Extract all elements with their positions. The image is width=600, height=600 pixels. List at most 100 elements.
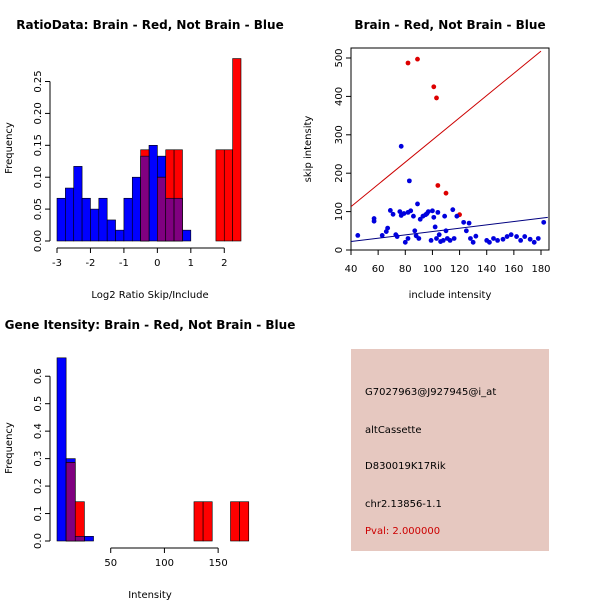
scatter-point-notbrain-23 (416, 236, 422, 241)
ratio-bar-red-6 (232, 58, 242, 242)
scatter-fit-line-0 (351, 50, 542, 207)
gene-intensity-histogram: Gene Itensity: Brain - Red, Not Brain - … (4, 318, 295, 600)
ratio-bar-blue-15 (182, 229, 192, 242)
ratio-xtick-label-0: -3 (52, 258, 62, 269)
scatter-point-notbrain-18 (408, 208, 414, 214)
ratio-bar-blue-5 (98, 197, 108, 242)
scatter-point-notbrain-14 (402, 239, 408, 245)
ratio-bar-blue-8 (123, 197, 133, 242)
intensity-scatter-points (355, 56, 547, 245)
chromosome-location: chr2.13856-1.1 (365, 499, 442, 510)
intensity-scatter-lines (351, 50, 548, 243)
scatter-point-notbrain-43 (451, 236, 457, 241)
scatter-point-brain-3 (434, 95, 439, 101)
scatter-ytick-label-2: 200 (334, 164, 345, 183)
scatter-ytick-label-3: 300 (334, 125, 345, 144)
scatter-point-notbrain-61 (527, 236, 533, 242)
ratio-histogram-title: RatioData: Brain - Red, Not Brain - Blue (16, 18, 283, 32)
gene-overlap-bar-0 (65, 462, 76, 542)
intensity-scatter-title: Brain - Red, Not Brain - Blue (354, 18, 545, 32)
gene-ytick-label-6: 0.6 (33, 368, 44, 384)
scatter-point-notbrain-17 (406, 178, 412, 184)
scatter-fit-line-1 (351, 216, 548, 243)
scatter-point-notbrain-10 (397, 209, 403, 215)
gene-xtick-label-1: 100 (155, 558, 174, 569)
ratio-overlap-bar-1 (157, 176, 167, 242)
gene-bar-red-5 (239, 501, 250, 542)
scatter-xtick-label-5: 140 (477, 264, 496, 275)
ratio-ytick-label-0: 0.00 (33, 230, 44, 252)
scatter-point-notbrain-9 (394, 234, 400, 239)
ratio-bar-blue-11 (148, 145, 158, 242)
gene-bar-red-4 (230, 501, 240, 542)
scatter-ytick-label-0: 0 (334, 247, 345, 253)
scatter-point-notbrain-39 (443, 228, 449, 234)
gene-ytick-label-5: 0.5 (33, 396, 44, 412)
ratio-bar-blue-2 (73, 166, 83, 242)
ratio-overlap-bar-0 (140, 155, 150, 242)
scatter-point-notbrain-20 (412, 228, 418, 234)
scatter-point-notbrain-42 (450, 207, 456, 213)
gene-ytick-label-1: 0.1 (33, 506, 44, 522)
ratio-ytick-label-5: 0.25 (33, 70, 44, 92)
scatter-point-notbrain-33 (434, 236, 439, 241)
ratio-bar-blue-9 (131, 176, 141, 242)
scatter-point-notbrain-3 (379, 233, 385, 238)
scatter-point-notbrain-35 (436, 232, 442, 238)
ratio-ytick-label-2: 0.10 (33, 166, 44, 188)
gene-ytick-label-4: 0.4 (33, 423, 44, 439)
intensity-scatter-xlabel: include intensity (409, 290, 492, 301)
ratio-ytick-label-1: 0.05 (33, 198, 44, 220)
probe-id: G7027963@J927945@i_at (365, 387, 497, 398)
scatter-point-notbrain-19 (411, 213, 416, 219)
gene-intensity-xlabel: Intensity (128, 590, 172, 600)
ratio-xtick-label-5: 2 (221, 258, 227, 269)
ratio-histogram-xlabel: Log2 Ratio Skip/Include (91, 290, 208, 301)
ratio-xtick-label-1: -2 (85, 258, 95, 269)
ratio-bar-red-5 (223, 149, 233, 242)
scatter-point-notbrain-56 (504, 234, 510, 239)
scatter-point-notbrain-58 (514, 234, 519, 239)
scatter-point-notbrain-60 (522, 234, 528, 239)
scatter-point-notbrain-47 (466, 220, 472, 226)
scatter-xtick-label-1: 60 (372, 264, 385, 275)
scatter-point-notbrain-6 (387, 208, 393, 213)
gene-bar-blue-0 (56, 357, 67, 542)
gene-xtick-label-0: 50 (104, 558, 117, 569)
gene-bar-red-1 (74, 501, 85, 542)
scatter-point-notbrain-37 (440, 238, 446, 243)
intensity-scatter-frame (350, 47, 550, 251)
scatter-point-notbrain-31 (431, 214, 437, 220)
gene-intensity-bars (56, 357, 250, 542)
scatter-ytick-label-5: 500 (334, 48, 345, 67)
intensity-scatter: Brain - Red, Not Brain - Blue 40 60 80 100 1… (303, 18, 551, 301)
scatter-ytick-label-4: 400 (334, 87, 345, 106)
gene-overlap-bar-1 (74, 536, 85, 542)
gene-intensity-ylabel: Frequency (4, 422, 15, 474)
scatter-point-notbrain-38 (442, 213, 448, 219)
ratio-bar-blue-3 (81, 197, 91, 242)
gene-bar-blue-3 (84, 536, 94, 542)
gene-ytick-label-0: 0.0 (33, 533, 44, 549)
ratio-xtick-label-4: 1 (188, 258, 194, 269)
scatter-point-notbrain-0 (355, 233, 361, 238)
scatter-point-notbrain-28 (425, 209, 431, 215)
scatter-point-notbrain-59 (518, 238, 524, 243)
info-panel: G7027963@J927945@i_at altCassette D83001… (351, 349, 549, 551)
scatter-point-notbrain-53 (491, 236, 496, 241)
scatter-point-notbrain-5 (385, 225, 391, 231)
scatter-point-notbrain-45 (461, 219, 467, 225)
scatter-xtick-label-0: 40 (345, 264, 358, 275)
gene-bar-red-3 (202, 501, 213, 542)
scatter-point-notbrain-52 (487, 239, 492, 245)
scatter-point-notbrain-13 (401, 211, 407, 216)
gene-intensity-title: Gene Itensity: Brain - Red, Not Brain - … (5, 318, 296, 332)
scatter-point-notbrain-49 (470, 239, 476, 245)
scatter-ytick-label-1: 100 (334, 202, 345, 221)
ratio-ytick-label-4: 0.20 (33, 102, 44, 124)
p-value: Pval: 2.000000 (365, 526, 441, 537)
ratio-histogram-axes: -3 -2 -1 0 1 2 0.00 0.05 0.10 0.15 0.20 0.25 (33, 70, 227, 269)
event-type: altCassette (365, 425, 422, 436)
scatter-xtick-label-7: 180 (531, 264, 550, 275)
ratio-xtick-label-2: -1 (119, 258, 129, 269)
